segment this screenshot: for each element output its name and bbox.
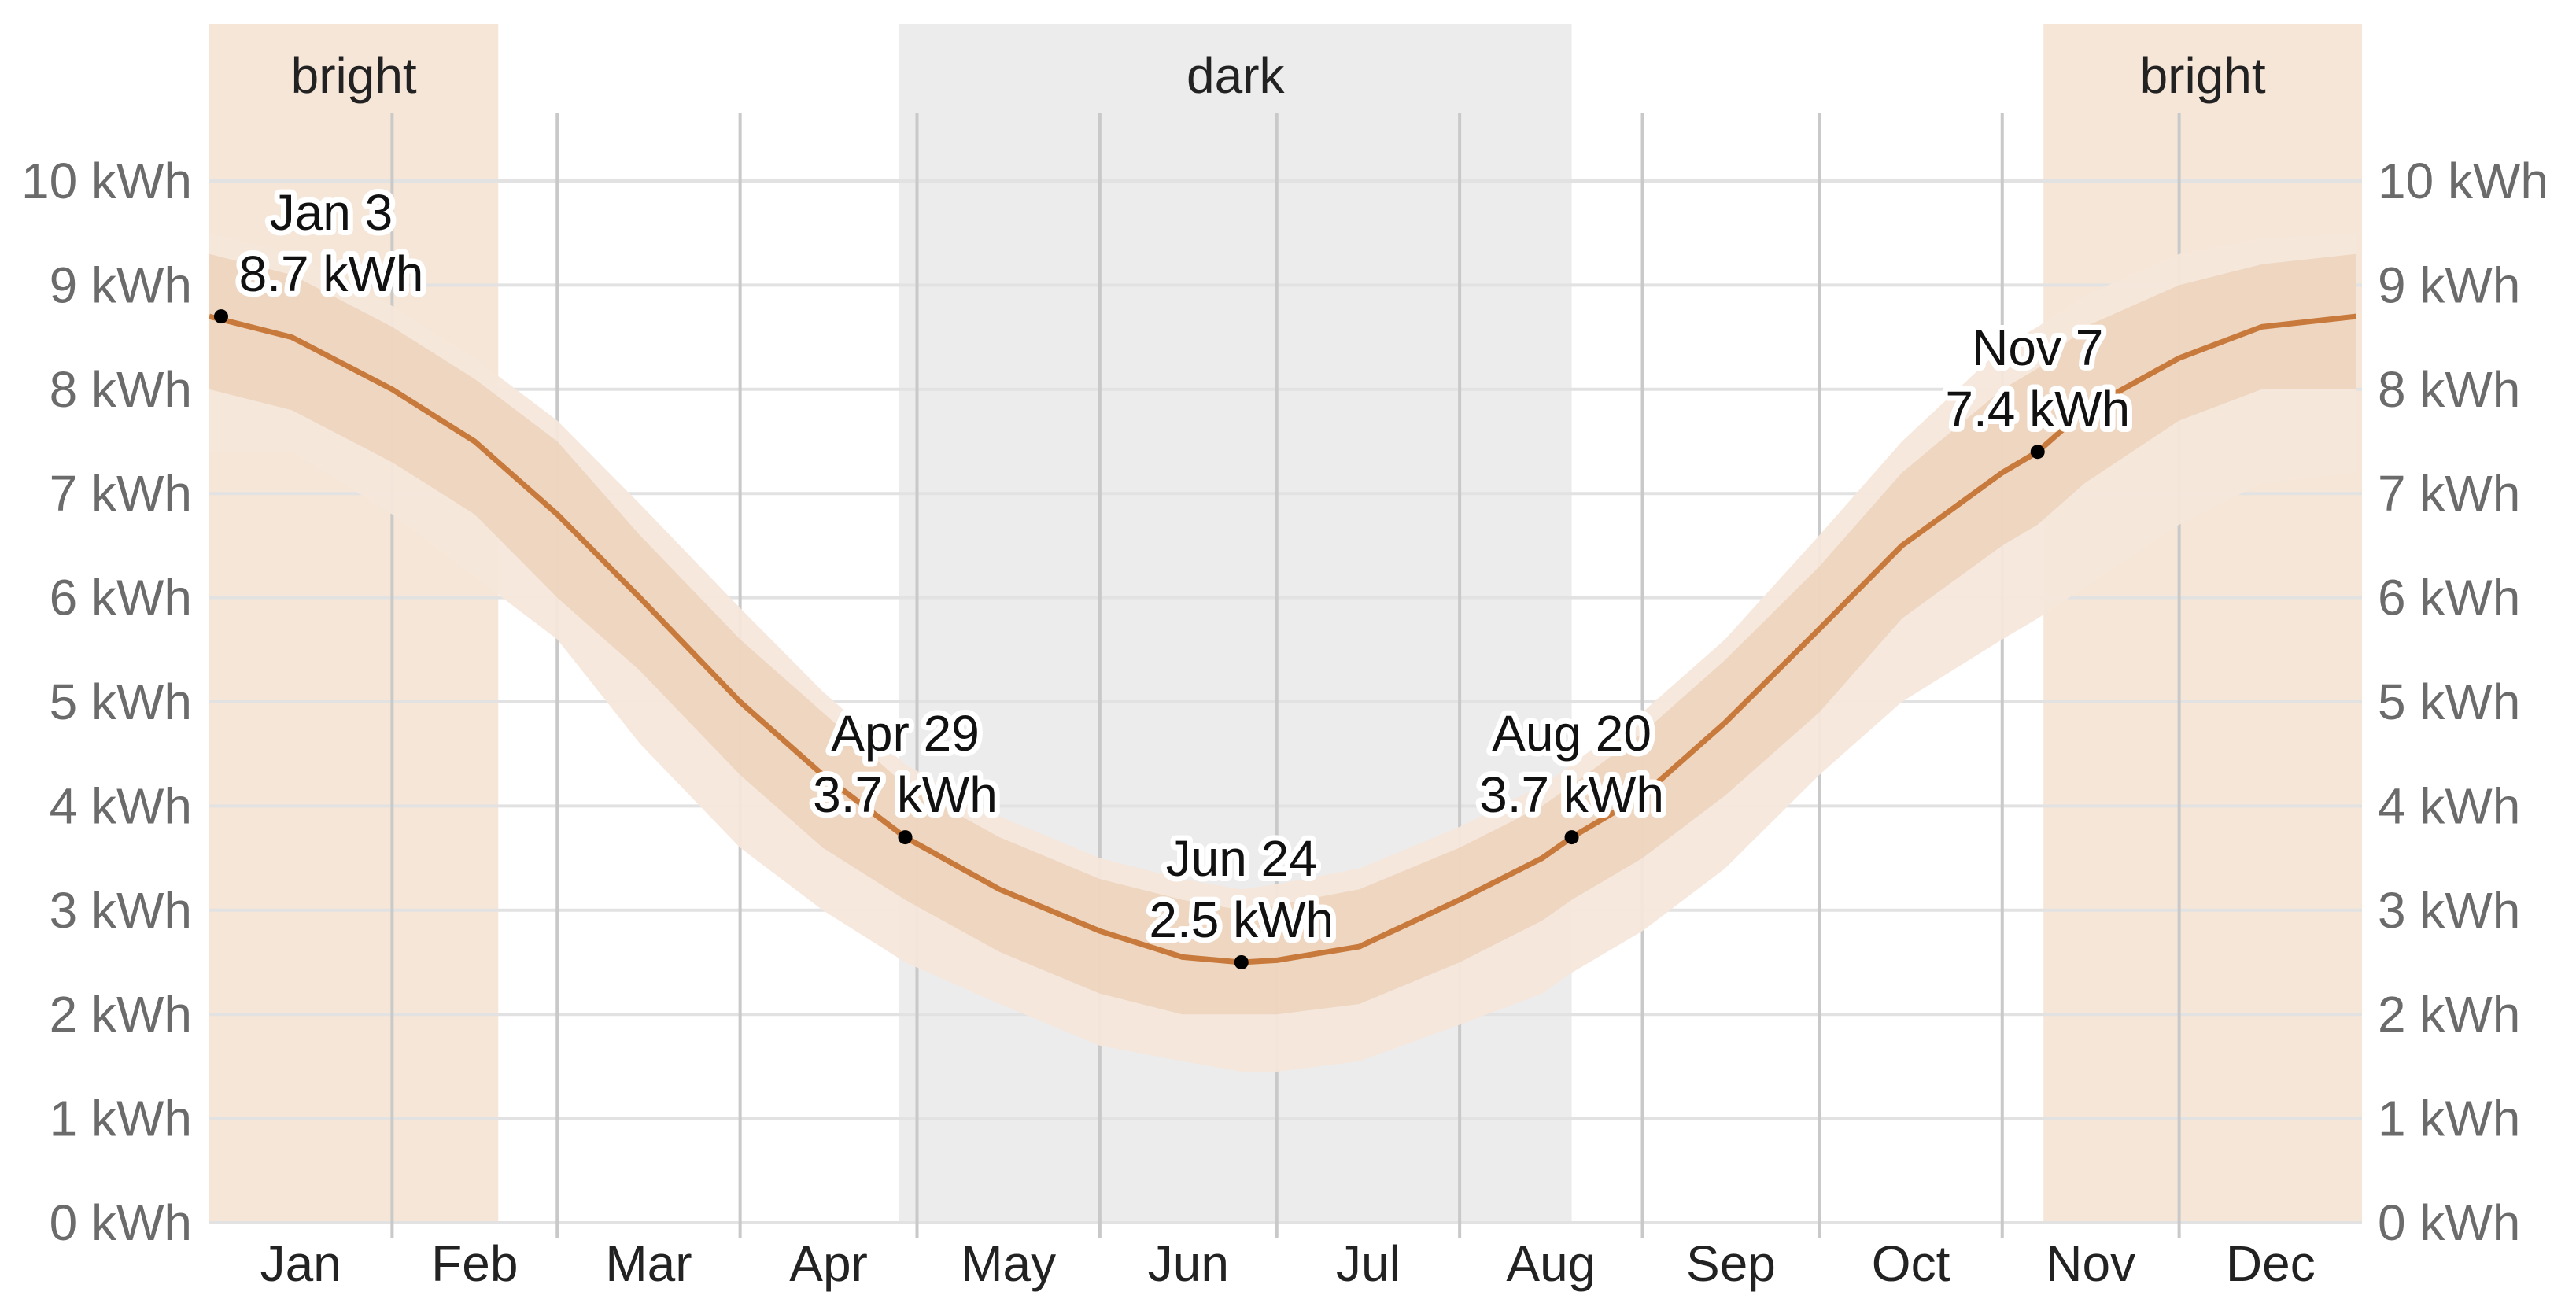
y-tick-right: 5 kWh [2378, 674, 2520, 730]
x-tick-aug: Aug [1506, 1235, 1596, 1292]
x-tick-feb: Feb [431, 1235, 518, 1292]
y-tick-left: 10 kWh [21, 153, 192, 209]
x-tick-apr: Apr [789, 1235, 868, 1292]
y-tick-right: 2 kWh [2378, 986, 2520, 1043]
y-tick-right: 6 kWh [2378, 570, 2520, 626]
y-tick-left: 7 kWh [50, 465, 192, 522]
annotation-value: 8.7 kWh [239, 245, 424, 302]
x-tick-dec: Dec [2226, 1235, 2316, 1292]
y-tick-left: 5 kWh [50, 674, 192, 730]
x-tick-sep: Sep [1686, 1235, 1776, 1292]
x-tick-jun: Jun [1148, 1235, 1229, 1292]
gridlines [209, 113, 2362, 1238]
y-tick-left: 0 kWh [50, 1194, 192, 1251]
y-tick-right: 4 kWh [2378, 777, 2520, 834]
season-label-dark-1: dark [1187, 47, 1286, 104]
y-tick-right: 3 kWh [2378, 882, 2520, 939]
band-25-75-percentile [209, 253, 2356, 1015]
season-band-bright-0 [209, 24, 499, 1223]
annotation-date: Apr 29 [831, 705, 980, 762]
annotation-date: Jan 3 [270, 184, 393, 241]
annotation-point [1564, 830, 1579, 845]
y-tick-left: 4 kWh [50, 777, 192, 834]
annotation-value: 2.5 kWh [1149, 891, 1334, 948]
average-line [209, 313, 2356, 965]
annotation-value: 3.7 kWh [1479, 766, 1664, 823]
percentile-bands [209, 233, 2356, 1072]
y-tick-left: 8 kWh [50, 361, 192, 418]
y-tick-left: 1 kWh [50, 1091, 192, 1147]
x-tick-may: May [961, 1235, 1056, 1292]
annotation-point [1234, 955, 1249, 969]
y-tick-left: 9 kWh [50, 257, 192, 313]
annotation-date: Jun 24 [1166, 830, 1317, 887]
x-axis-ticks: Jan Feb Mar Apr May Jun Jul Aug Sep Oct Nov Dec [260, 1235, 2316, 1292]
x-tick-mar: Mar [605, 1235, 692, 1292]
season-label-bright-2: bright [2140, 47, 2266, 104]
season-band-bright-2 [2043, 24, 2362, 1223]
annotation-value: 7.4 kWh [1945, 381, 2130, 437]
y-tick-right: 7 kWh [2378, 465, 2520, 522]
y-tick-left: 6 kWh [50, 570, 192, 626]
annotation-date: Aug 20 [1492, 705, 1652, 762]
x-tick-jan: Jan [260, 1235, 341, 1292]
y-tick-right: 0 kWh [2378, 1194, 2520, 1251]
season-label-bright-0: bright [291, 47, 417, 104]
annotation-date: Nov 7 [1972, 319, 2103, 376]
annotation-point [2030, 445, 2045, 460]
y-axis-ticks: 0 kWh 0 kWh 1 kWh 1 kWh 2 kWh 2 kWh 3 kWh 3 kWh… [21, 153, 2548, 1251]
annotation-point [213, 309, 228, 324]
y-tick-right: 1 kWh [2378, 1091, 2520, 1147]
y-tick-right: 10 kWh [2378, 153, 2548, 209]
x-tick-oct: Oct [1872, 1235, 1950, 1292]
x-tick-nov: Nov [2046, 1235, 2135, 1292]
y-tick-left: 2 kWh [50, 986, 192, 1043]
x-tick-jul: Jul [1336, 1235, 1401, 1292]
annotation-value: 3.7 kWh [813, 766, 998, 823]
y-tick-left: 3 kWh [50, 882, 192, 939]
y-tick-right: 9 kWh [2378, 257, 2520, 313]
average-line-layer [209, 313, 2356, 965]
annotation-point [898, 830, 913, 845]
y-tick-right: 8 kWh [2378, 361, 2520, 418]
